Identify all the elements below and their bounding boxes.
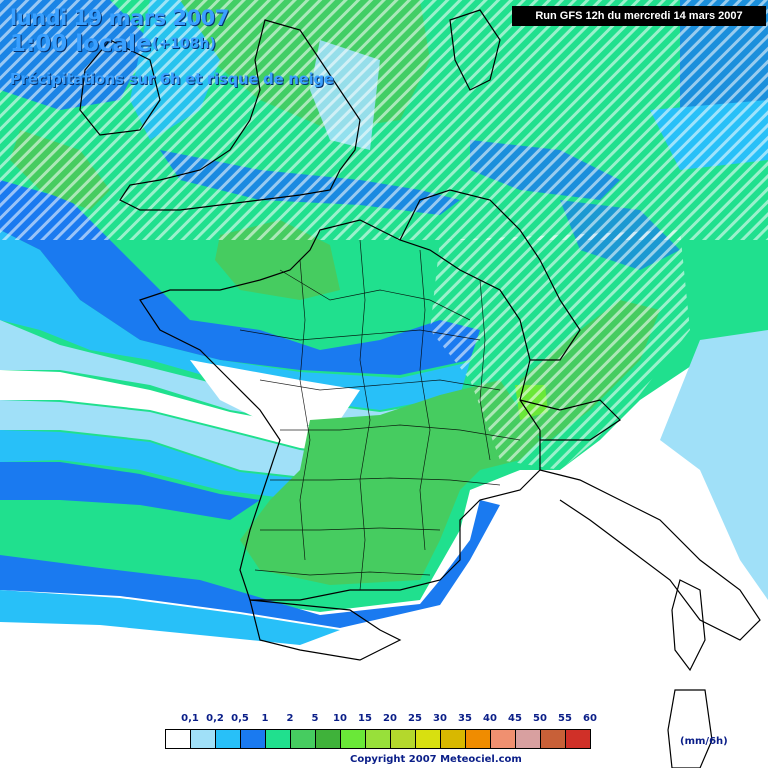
spain-coastline (249, 599, 402, 661)
legend-tick-label: 60 (583, 713, 597, 724)
legend-swatch (490, 729, 516, 749)
denmark-coastline (449, 9, 501, 91)
precip-zone-blue-west (0, 180, 480, 375)
legend-tick-label: 0,1 (181, 713, 199, 724)
precip-zone-green-france (240, 380, 540, 585)
snow-hatch-east (430, 230, 690, 470)
legend-swatch (315, 729, 341, 749)
legend-swatch (215, 729, 241, 749)
legend-swatch (340, 729, 366, 749)
italy-coastline (539, 469, 761, 641)
legend-swatch (240, 729, 266, 749)
color-legend: 0,1 0,2 0,5 1 2 5 10 15 20 25 30 35 40 45 50 55 60 (165, 713, 597, 753)
legend-swatch (515, 729, 541, 749)
time-title: 1:00 locale (10, 31, 152, 57)
france-coastline (139, 219, 541, 601)
legend-swatch (540, 729, 566, 749)
legend-tick-label: 35 (458, 713, 472, 724)
legend-tick-label: 45 (508, 713, 522, 724)
switzerland-border (519, 399, 621, 441)
dry-zone-west (190, 360, 360, 430)
precip-zone-blue-mediterranean (0, 500, 500, 628)
legend-swatch (265, 729, 291, 749)
legend-tick-label: 50 (533, 713, 547, 724)
legend-unit: (mm/6h) (680, 736, 728, 747)
snow-hatch-north (0, 0, 768, 240)
legend-swatch (415, 729, 441, 749)
legend-tick-label: 0,5 (231, 713, 249, 724)
legend-tick-label: 0,2 (206, 713, 224, 724)
legend-swatch (465, 729, 491, 749)
precip-zone-cyan-south (0, 430, 330, 500)
legend-tick-label: 25 (408, 713, 422, 724)
legend-tick-label: 55 (558, 713, 572, 724)
ireland-coastline (79, 39, 161, 136)
precip-zone-lightblue-mediterranean (0, 590, 340, 645)
lead-time-label: (+108h) (152, 36, 216, 52)
date-title: lundi 19 mars 2007 (10, 6, 229, 30)
legend-swatch (440, 729, 466, 749)
country-borders (79, 9, 761, 769)
department-borders (239, 239, 521, 591)
legend-tick-label: 20 (383, 713, 397, 724)
legend-swatch (565, 729, 591, 749)
precip-zone-lightblue-east (660, 330, 768, 600)
precip-zone-lightblue-south (0, 400, 360, 480)
legend-tick-label: 1 (261, 713, 269, 724)
benelux-germany-borders (399, 189, 581, 361)
legend-swatch (165, 729, 191, 749)
legend-tick-label: 30 (433, 713, 447, 724)
copyright-text: Copyright 2007 Meteociel.com (350, 754, 522, 765)
uk-coastline (119, 19, 361, 211)
legend-tick-label: 10 (333, 713, 347, 724)
field-title: Précipitations sur 6h et risque de neige (10, 70, 334, 88)
legend-tick-label: 2 (286, 713, 294, 724)
legend-tick-label: 5 (311, 713, 319, 724)
legend-tick-label: 15 (358, 713, 372, 724)
legend-swatch (190, 729, 216, 749)
run-info-banner: Run GFS 12h du mercredi 14 mars 2007 (512, 6, 766, 26)
precip-zone-teal-south (0, 500, 260, 575)
legend-swatch (365, 729, 391, 749)
legend-swatch (290, 729, 316, 749)
legend-tick-label: 40 (483, 713, 497, 724)
precip-zone-blue-south (0, 462, 260, 520)
legend-swatch (390, 729, 416, 749)
corsica-coastline (671, 579, 706, 672)
